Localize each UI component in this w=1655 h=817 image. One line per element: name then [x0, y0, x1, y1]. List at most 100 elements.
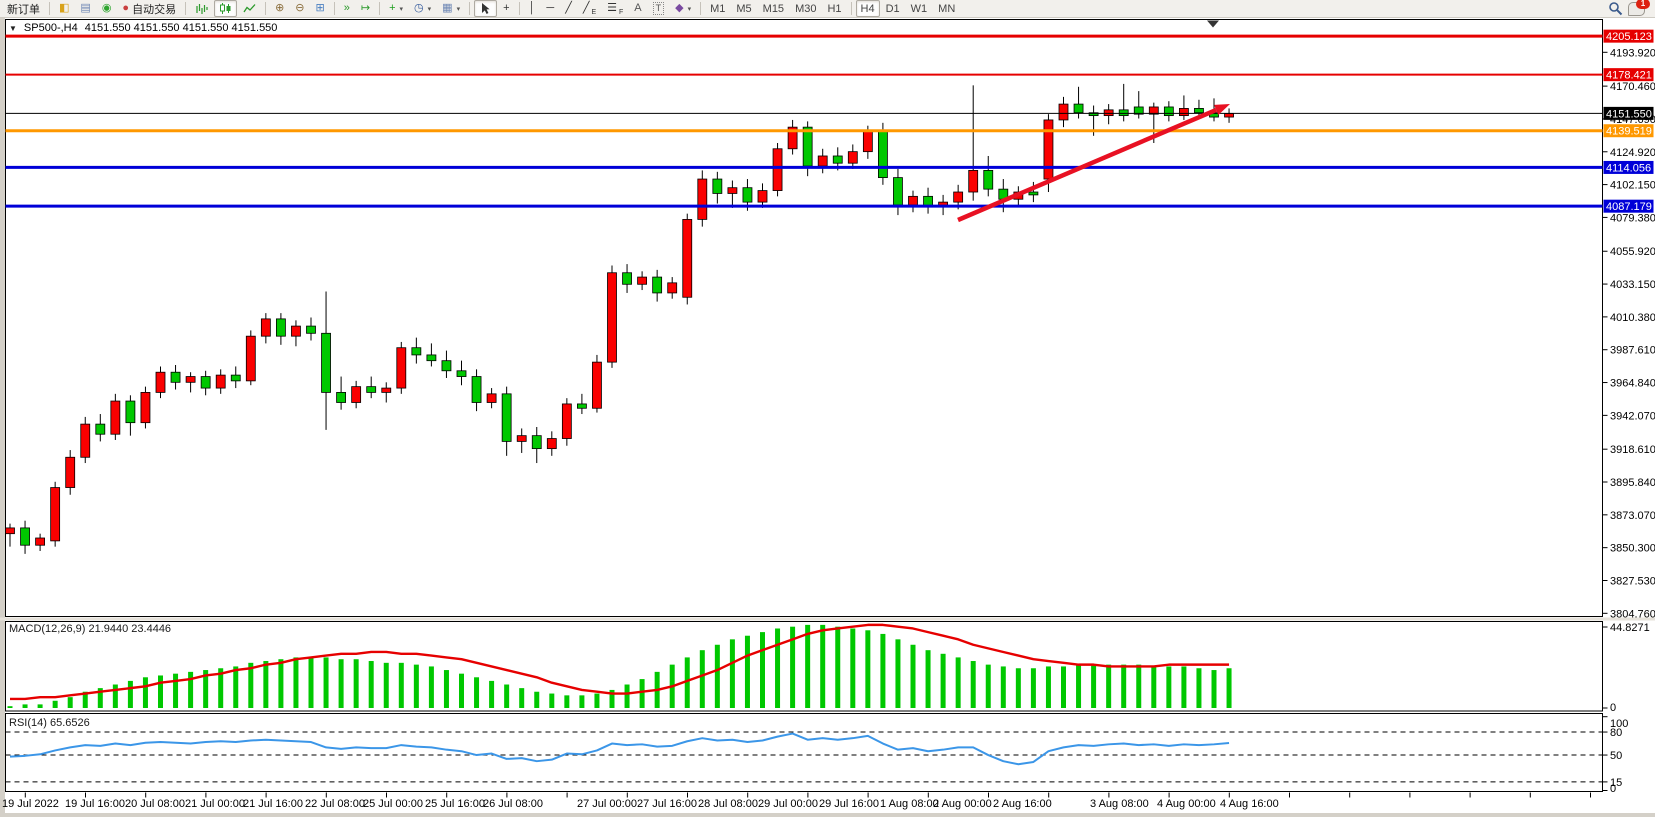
timeframe-M5-button[interactable]: M5: [736, 2, 752, 15]
autotrading-button[interactable]: ● 自动交易: [117, 0, 181, 17]
svg-text:3918.610: 3918.610: [1610, 444, 1655, 456]
svg-text:4124.920: 4124.920: [1610, 147, 1655, 159]
svg-text:3 Aug 08:00: 3 Aug 08:00: [1090, 798, 1149, 810]
svg-text:100: 100: [1610, 718, 1628, 730]
bar-chart-icon: [195, 2, 208, 15]
vertical-line-icon: │: [528, 2, 536, 14]
symbol-dropdown-icon[interactable]: ▼: [9, 23, 17, 33]
svg-text:26 Jul 08:00: 26 Jul 08:00: [483, 798, 543, 810]
svg-text:29 Jul 16:00: 29 Jul 16:00: [819, 798, 879, 810]
signals-icon-icon: ◉: [101, 2, 112, 14]
zoom-in-button[interactable]: ⊕: [270, 0, 289, 17]
timeframe-H1-button[interactable]: H1: [827, 2, 842, 15]
trendline-button[interactable]: ╱: [560, 0, 577, 17]
notifications-icon[interactable]: 1: [1628, 0, 1650, 16]
price-axis: 4193.9204170.4604147.6904124.9204102.150…: [1602, 47, 1655, 620]
line-chart-button[interactable]: [238, 0, 261, 17]
equidistant-channel-button[interactable]: ╱ E: [578, 0, 601, 17]
rsi-line: [9, 732, 1230, 766]
templates-button[interactable]: ▦ ▾: [437, 0, 465, 17]
timeframe-M15-button[interactable]: M15: [762, 2, 785, 15]
toolbar-separator: [333, 2, 335, 15]
charts-grid-icon[interactable]: ▤: [75, 0, 95, 17]
signals-icon[interactable]: ◉: [97, 0, 117, 17]
timeframe-D1-button[interactable]: D1: [885, 2, 900, 15]
svg-text:3964.840: 3964.840: [1610, 378, 1655, 390]
svg-text:4 Aug 16:00: 4 Aug 16:00: [1220, 798, 1279, 810]
zoom-out-button[interactable]: ⊖: [290, 0, 309, 17]
toolbar-separator: [185, 2, 187, 15]
chart-shift-button[interactable]: ↦: [356, 0, 375, 17]
svg-text:1 Aug 08:00: 1 Aug 08:00: [880, 798, 939, 810]
svg-text:25 Jul 16:00: 25 Jul 16:00: [425, 798, 485, 810]
zoom-in-icon: ⊕: [275, 2, 285, 14]
chart-title-overlay: ▼ SP500-,H4 4151.550 4151.550 4151.550 4…: [9, 22, 277, 34]
svg-text:3987.610: 3987.610: [1610, 345, 1655, 357]
svg-text:4170.460: 4170.460: [1610, 81, 1655, 93]
notification-badge: 1: [1636, 0, 1650, 9]
svg-text:4193.920: 4193.920: [1610, 47, 1655, 59]
cursor-button[interactable]: [474, 0, 498, 17]
icon-sub-letter: E: [591, 9, 597, 16]
eraser-icon-icon: ◧: [59, 2, 70, 14]
timeframe-M1-button[interactable]: M1: [710, 2, 726, 15]
candlestick-chart-button[interactable]: [214, 0, 238, 17]
tile-windows-button[interactable]: ⊞: [311, 0, 330, 17]
svg-text:28 Jul 08:00: 28 Jul 08:00: [698, 798, 758, 810]
toolbar-separator: [49, 2, 50, 15]
toolbar: 新订单 ◧ ▤ ◉ ● 自动交易 ⊕ ⊖ ⊞» ↦ + ▾ ◷ ▾ ▦ ▾ + │ ─ ╱ ╱ E ☰ F A T ◆ ▾ M1 M5 M1…: [0, 0, 1655, 18]
svg-text:3827.530: 3827.530: [1610, 575, 1655, 587]
indicators-icon: +: [389, 2, 396, 14]
dropdown-caret-icon: ▾: [399, 5, 404, 13]
templates-icon: ▦: [442, 2, 453, 14]
svg-text:25 Jul 00:00: 25 Jul 00:00: [363, 798, 423, 810]
horizontal-line-button[interactable]: ─: [541, 0, 559, 17]
text-label-button[interactable]: T: [648, 0, 670, 17]
new-order-button[interactable]: 新订单: [7, 3, 40, 16]
horizontal-lines: 4205.123 4178.421 4151.550 4139.519 4114.056…: [5, 29, 1654, 213]
chart-ohlc-values: 4151.550 4151.550 4151.550 4151.550: [84, 22, 278, 34]
svg-text:2 Aug 16:00: 2 Aug 16:00: [993, 798, 1052, 810]
search-icon[interactable]: [1608, 1, 1623, 16]
timeframe-H4-button[interactable]: H4: [855, 0, 880, 17]
autotrading-icon: ●: [122, 2, 130, 14]
arrows-icon: ◆: [675, 2, 684, 14]
arrows-button[interactable]: ◆ ▾: [670, 0, 696, 17]
timeframe-W1-button[interactable]: W1: [910, 2, 928, 15]
periods-button[interactable]: ◷ ▾: [409, 0, 436, 17]
svg-text:4114.056: 4114.056: [1606, 162, 1651, 174]
timeframe-M30-button[interactable]: M30: [795, 2, 817, 15]
dropdown-caret-icon: ▾: [687, 5, 692, 13]
autoscroll-button[interactable]: »: [339, 0, 355, 17]
svg-text:4139.519: 4139.519: [1606, 126, 1652, 138]
vertical-line-button[interactable]: │: [524, 0, 541, 17]
svg-text:0: 0: [1610, 783, 1616, 795]
fibonacci-button[interactable]: ☰ F: [602, 0, 628, 17]
toolbar-separator: [265, 2, 267, 15]
toolbar-right-group: 1: [1608, 0, 1653, 16]
autotrading-button-label: 自动交易: [132, 3, 177, 16]
dropdown-caret-icon: ▾: [427, 5, 432, 13]
svg-text:4033.150: 4033.150: [1610, 279, 1655, 291]
bar-chart-button[interactable]: [190, 0, 213, 17]
crosshair-button[interactable]: +: [498, 0, 514, 17]
svg-text:3850.300: 3850.300: [1610, 543, 1655, 555]
timeframe-MN-button[interactable]: MN: [938, 2, 956, 15]
text-icon: A: [634, 2, 642, 14]
svg-text:80: 80: [1610, 727, 1622, 739]
macd-signal-line: [10, 623, 1230, 701]
svg-text:22 Jul 08:00: 22 Jul 08:00: [305, 798, 365, 810]
cursor-icon: [479, 2, 492, 15]
svg-text:20 Jul 08:00: 20 Jul 08:00: [125, 798, 185, 810]
macd-label: MACD(12,26,9) 21.9440 23.4446: [9, 623, 171, 635]
svg-text:4055.920: 4055.920: [1610, 246, 1655, 258]
indicators-button[interactable]: + ▾: [384, 0, 408, 17]
eraser-icon[interactable]: ◧: [54, 0, 74, 17]
text-button[interactable]: A: [629, 0, 646, 17]
svg-text:3873.070: 3873.070: [1610, 510, 1655, 522]
svg-text:27 Jul 16:00: 27 Jul 16:00: [637, 798, 697, 810]
toolbar-separator: [469, 2, 471, 15]
